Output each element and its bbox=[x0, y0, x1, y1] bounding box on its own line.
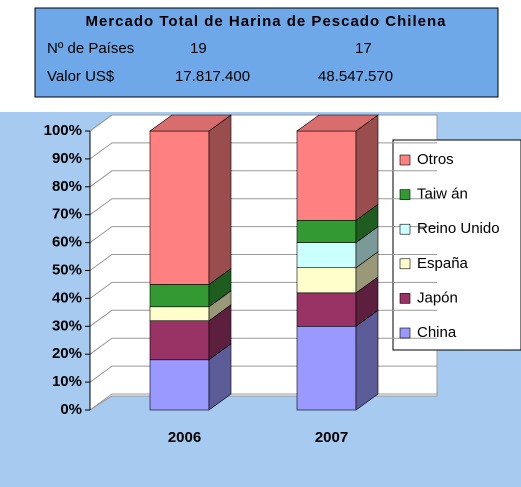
legend-label: España bbox=[417, 255, 469, 272]
info-box bbox=[34, 7, 499, 98]
legend-swatch bbox=[399, 223, 411, 235]
bar bbox=[149, 359, 210, 411]
legend-label: Japón bbox=[417, 289, 458, 306]
info-title: Mercado Total de Harina de Pescado Chile… bbox=[86, 13, 447, 30]
y-tick-label: 0% bbox=[60, 401, 82, 418]
bar-side bbox=[355, 114, 379, 221]
legend-swatch bbox=[399, 189, 411, 200]
bar-side bbox=[208, 114, 232, 286]
bar-top bbox=[149, 114, 232, 132]
legend bbox=[392, 139, 521, 351]
y-tick-label: 90% bbox=[52, 150, 82, 167]
legend-label: Reino Unido bbox=[417, 220, 500, 237]
bar bbox=[296, 325, 357, 411]
info-cell: 48.547.570 bbox=[318, 68, 393, 85]
legend-swatch bbox=[399, 154, 411, 166]
legend-swatch bbox=[399, 293, 411, 304]
y-tick-label: 60% bbox=[52, 234, 82, 251]
bar bbox=[296, 292, 357, 327]
y-tick-label: 70% bbox=[52, 206, 82, 223]
info-cell: 19 bbox=[190, 40, 207, 57]
y-tick-label: 10% bbox=[52, 373, 82, 390]
y-tick-label: 40% bbox=[52, 289, 82, 306]
bar bbox=[149, 306, 210, 322]
bar-side bbox=[355, 309, 379, 411]
bar bbox=[149, 284, 210, 308]
y-tick-label: 30% bbox=[52, 317, 82, 334]
y-tick-label: 100% bbox=[44, 122, 82, 139]
y-tick-label: 50% bbox=[52, 261, 82, 278]
bar bbox=[149, 130, 210, 285]
legend-swatch bbox=[399, 327, 411, 339]
info-cell: 17.817.400 bbox=[175, 68, 250, 85]
bar bbox=[149, 320, 210, 361]
bar bbox=[296, 267, 357, 294]
y-tick-label: 20% bbox=[52, 345, 82, 362]
legend-swatch bbox=[399, 258, 411, 270]
y-tick-label: 80% bbox=[52, 178, 82, 195]
legend-label: China bbox=[417, 324, 457, 341]
info-cell: Nº de Países bbox=[47, 40, 134, 57]
legend-label: Otros bbox=[417, 151, 454, 168]
x-tick-label: 2007 bbox=[315, 429, 348, 446]
info-cell: 17 bbox=[355, 40, 372, 57]
info-cell: Valor US$ bbox=[47, 68, 115, 85]
x-tick-label: 2006 bbox=[168, 429, 201, 446]
legend-label: Taiw án bbox=[417, 186, 468, 203]
bar-top bbox=[296, 114, 379, 132]
bar bbox=[296, 242, 357, 269]
bar bbox=[296, 219, 357, 243]
bar bbox=[296, 130, 357, 221]
